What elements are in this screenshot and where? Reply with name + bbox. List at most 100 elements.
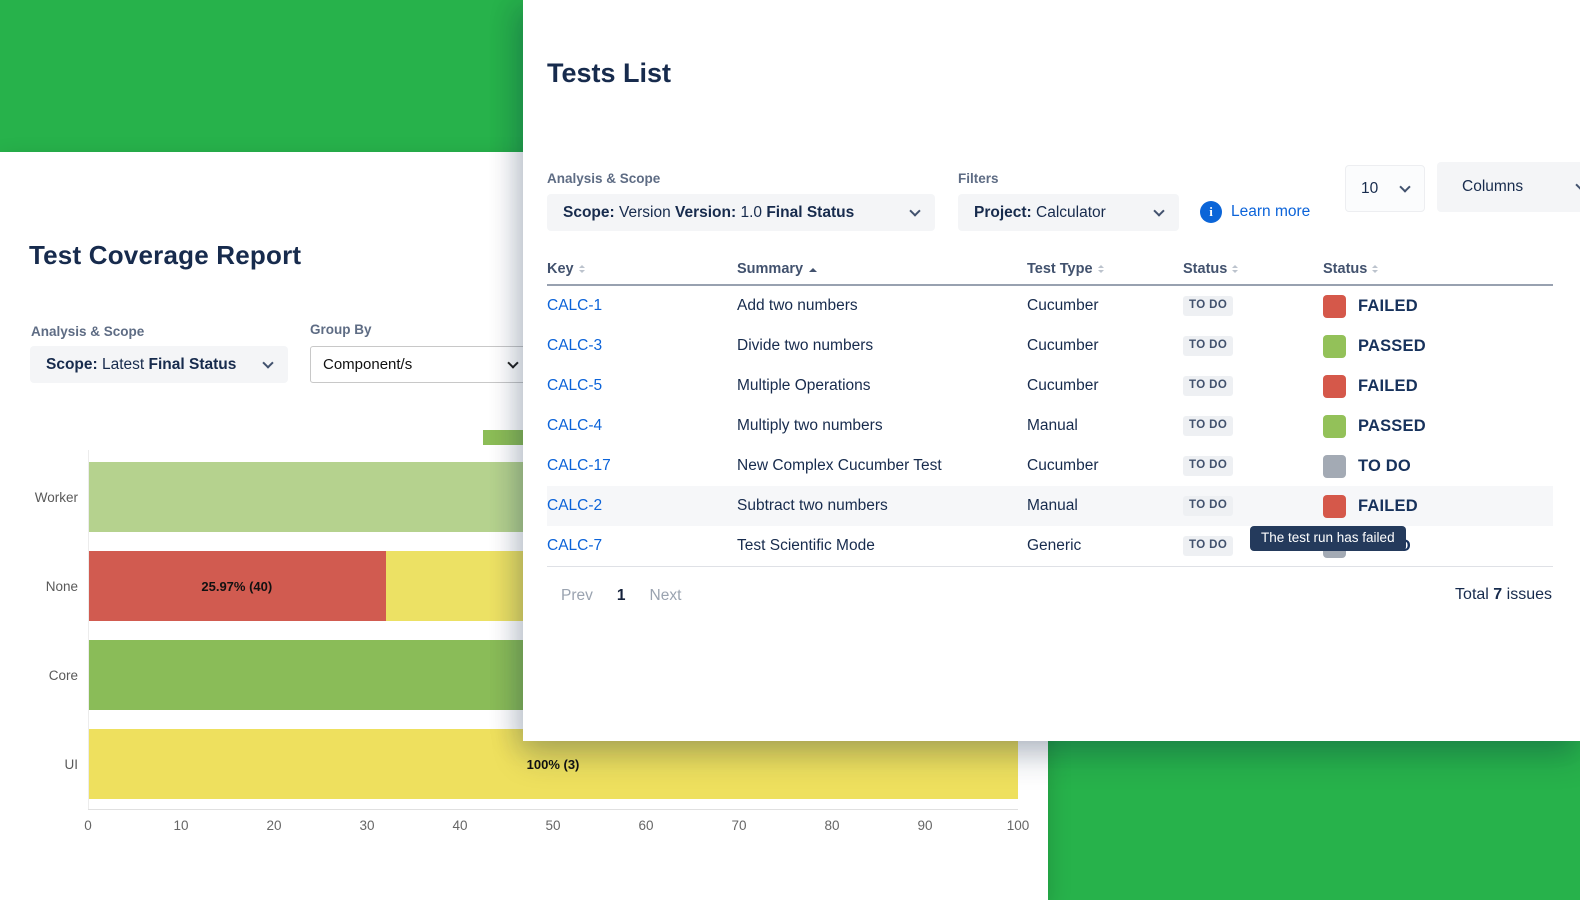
table-row: CALC-3 Divide two numbers Cucumber TO DO… [547,326,1553,366]
columns-button[interactable]: Columns [1437,162,1580,212]
table-row: CALC-17 New Complex Cucumber Test Cucumb… [547,446,1553,486]
table-row: CALC-4 Multiply two numbers Manual TO DO… [547,406,1553,446]
summary-cell: New Complex Cucumber Test [737,457,942,474]
status-badge: TO DO [1183,336,1234,356]
chevron-down-icon [1399,180,1411,193]
issue-key-link[interactable]: CALC-4 [547,417,603,434]
run-status-square [1323,334,1346,358]
run-status-chip[interactable]: FAILED [1323,294,1418,318]
run-status-tooltip: The test run has failed [1250,526,1406,551]
issue-key-link[interactable]: CALC-1 [547,297,603,314]
column-header-run-status[interactable]: Status [1323,261,1379,277]
run-status-chip[interactable]: FAILED [1323,374,1418,398]
test-type-cell: Cucumber [1027,337,1099,354]
tests-scope-dropdown[interactable]: Scope: Version Version: 1.0 Final Status [547,194,935,231]
category-label: None [45,578,78,594]
column-header-status[interactable]: Status [1183,261,1239,277]
chevron-down-icon [909,204,921,217]
coverage-report-title: Test Coverage Report [29,240,302,270]
tests-list-title: Tests List [547,58,672,88]
sort-icon [1372,262,1379,276]
scope-type: Version [614,203,675,221]
group-by-select[interactable]: Component/s [310,346,530,383]
next-page-button[interactable]: Next [649,587,682,604]
final-status-label: Final Status [766,203,855,221]
category-label: UI [64,756,79,772]
issue-key-link[interactable]: CALC-2 [547,497,603,514]
column-header-summary[interactable]: Summary [737,261,818,277]
run-status-chip[interactable]: PASSED [1323,414,1426,438]
status-badge: TO DO [1183,456,1234,476]
status-badge: TO DO [1183,416,1234,436]
run-status-chip[interactable]: FAILED [1323,494,1418,518]
x-tick: 70 [731,818,747,833]
x-tick: 60 [638,818,654,833]
bar-value-label: 25.97% (40) [201,578,273,594]
issue-key-link[interactable]: CALC-5 [547,377,603,394]
chart-y-axis-line [88,450,89,810]
group-by-value: Component/s [323,356,413,373]
table-row: CALC-1 Add two numbers Cucumber TO DO FA… [547,286,1553,326]
run-status-square [1323,414,1346,438]
x-tick: 100 [1006,818,1030,833]
category-label: Core [48,667,78,683]
test-type-cell: Manual [1027,417,1078,434]
version-value: 1.0 [736,203,767,221]
test-type-cell: Generic [1027,537,1082,554]
run-status-square [1323,294,1346,318]
x-tick: 80 [824,818,840,833]
summary-cell: Multiply two numbers [737,417,883,434]
table-row-highlighted: CALC-2 Subtract two numbers Manual TO DO… [547,486,1553,526]
scope-keyword: Scope: [46,355,98,373]
x-tick: 40 [452,818,468,833]
x-tick: 50 [545,818,561,833]
version-keyword: Version: [675,203,737,221]
current-page-number[interactable]: 1 [616,587,626,604]
learn-more-link[interactable]: Learn more [1231,203,1311,220]
sort-icon [1232,262,1239,276]
column-header-key[interactable]: Key [547,261,585,277]
page-size-select[interactable]: 10 [1345,165,1425,212]
column-header-test-type[interactable]: Test Type [1027,261,1104,277]
page-size-value: 10 [1361,179,1379,197]
test-type-cell: Cucumber [1027,297,1099,314]
scope-value: Latest [97,355,149,373]
total-issues-count: Total 7 issues [1455,586,1552,603]
status-badge: TO DO [1183,296,1234,316]
x-tick: 0 [84,818,92,833]
coverage-scope-dropdown[interactable]: Scope: Latest Final Status [30,346,288,383]
status-badge: TO DO [1183,496,1234,516]
sort-icon [1097,262,1104,276]
status-badge: TO DO [1183,376,1234,396]
bar-segment-failed[interactable]: 25.97% (40) [88,551,386,621]
project-keyword: Project: [974,203,1032,221]
test-type-cell: Manual [1027,497,1078,514]
test-type-cell: Cucumber [1027,457,1099,474]
prev-page-button[interactable]: Prev [561,587,593,604]
issue-key-link[interactable]: CALC-7 [547,537,603,554]
run-status-square [1323,374,1346,398]
columns-label: Columns [1462,178,1524,195]
sort-asc-icon [809,264,818,272]
summary-cell: Add two numbers [737,297,858,314]
tests-table: Key Summary Test Type Status Status CALC… [547,258,1553,567]
summary-cell: Divide two numbers [737,337,874,354]
filters-label: Filters [958,171,999,186]
chevron-down-icon [1153,204,1165,217]
chart-x-axis-line [88,809,1018,810]
run-status-square [1323,494,1346,518]
table-row: CALC-5 Multiple Operations Cucumber TO D… [547,366,1553,406]
run-status-chip[interactable]: PASSED [1323,334,1426,358]
issue-key-link[interactable]: CALC-17 [547,457,611,474]
bar-value-label: 100% (3) [526,756,580,772]
scope-keyword: Scope: [563,203,615,221]
project-filter-dropdown[interactable]: Project: Calculator [958,194,1179,231]
info-icon: i [1200,201,1222,223]
issue-key-link[interactable]: CALC-3 [547,337,603,354]
chevron-down-icon [1575,179,1580,191]
tests-list-panel: Tests List Analysis & Scope Scope: Versi… [523,0,1580,741]
coverage-analysis-scope-label: Analysis & Scope [31,324,145,339]
run-status-chip[interactable]: TO DO [1323,454,1411,478]
analysis-scope-label: Analysis & Scope [547,171,661,186]
summary-cell: Test Scientific Mode [737,537,875,554]
